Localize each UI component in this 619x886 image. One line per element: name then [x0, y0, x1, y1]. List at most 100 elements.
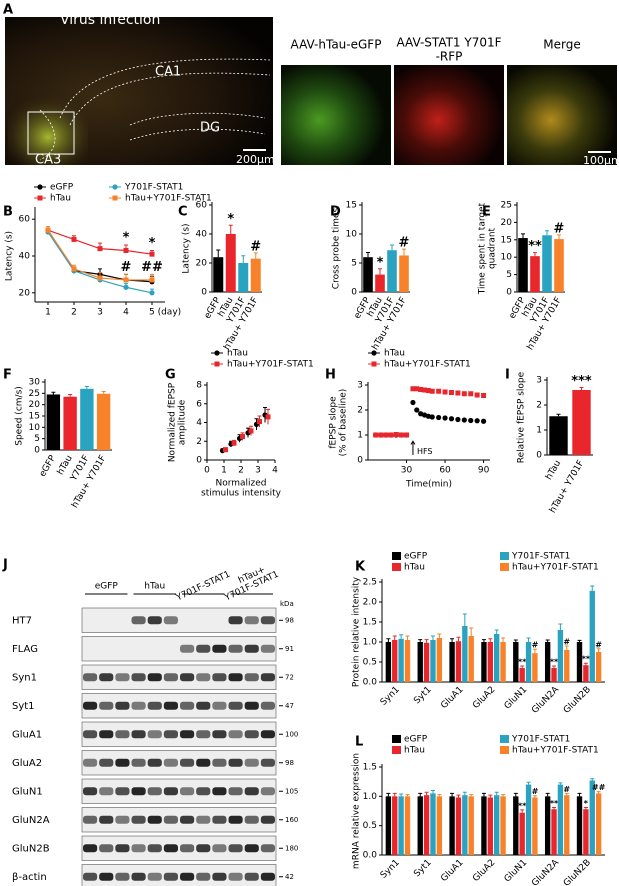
- point: [468, 417, 474, 424]
- bar: [557, 630, 564, 682]
- error-bar: [402, 248, 406, 256]
- significance: #: [532, 641, 539, 650]
- blot-frame: [81, 693, 277, 719]
- bar: [449, 642, 455, 682]
- bar: [462, 626, 468, 682]
- band: [99, 844, 114, 853]
- error-bar: [399, 793, 404, 797]
- series-line: [47, 231, 153, 294]
- bar: [392, 640, 398, 682]
- point: [474, 392, 480, 398]
- error-bar: [583, 662, 588, 666]
- band: [83, 872, 98, 881]
- band: [163, 872, 178, 881]
- error-bar: [424, 639, 429, 643]
- point: [123, 284, 129, 290]
- point: [410, 386, 416, 392]
- x-tick-label: 1: [45, 308, 51, 318]
- legend-label: Y701F-STAT1: [124, 183, 183, 193]
- legend-label: hTau: [404, 746, 425, 756]
- group-label: eGFP: [95, 582, 119, 592]
- error-bar: [399, 634, 404, 639]
- bar: [387, 250, 397, 292]
- significance: *: [227, 212, 234, 227]
- band: [228, 701, 243, 710]
- point: [422, 387, 428, 393]
- point: [373, 432, 379, 438]
- error-bar: [390, 244, 394, 251]
- point: [149, 290, 155, 296]
- panel-label: H: [325, 368, 336, 383]
- band: [212, 758, 227, 767]
- panel-label: G: [165, 368, 176, 383]
- significance: *: [149, 236, 156, 251]
- band: [99, 701, 114, 710]
- bar: [398, 638, 404, 682]
- error-bar: [552, 665, 557, 668]
- bar: [399, 255, 409, 292]
- band: [260, 673, 275, 682]
- error-bar: [241, 255, 246, 263]
- error-bar: [526, 781, 531, 785]
- error-bar: [513, 639, 518, 642]
- legend-swatch: [500, 563, 509, 571]
- panel-label: L: [355, 735, 363, 750]
- band: [196, 730, 211, 739]
- inset-box: [27, 111, 75, 155]
- blot-frame: [81, 835, 277, 861]
- legend-label: hTau: [404, 563, 425, 573]
- error-bar: [564, 645, 569, 650]
- band: [196, 872, 211, 881]
- bar: [589, 590, 595, 682]
- significance: **: [582, 655, 591, 664]
- legend-label: hTau+Y701F-STAT1: [512, 746, 599, 756]
- point: [436, 414, 442, 421]
- point: [429, 388, 435, 394]
- bar: [213, 257, 224, 292]
- significance: **: [518, 801, 527, 810]
- y-tick-label: 2: [196, 437, 202, 447]
- bar: [363, 257, 373, 292]
- y-tick-label: 20: [19, 288, 31, 298]
- protein-label: HT7: [12, 615, 32, 626]
- y-tick-label: 1.0: [363, 792, 378, 802]
- x-tick-label: 2: [238, 466, 244, 476]
- error-bar: [556, 413, 561, 417]
- band: [196, 758, 211, 767]
- panel-label: B: [3, 205, 13, 220]
- y-tick-label: 3: [536, 376, 542, 386]
- legend-swatch: [392, 735, 401, 743]
- y-tick-label: 2.0: [363, 598, 378, 608]
- bar: [551, 668, 557, 682]
- error-bar: [590, 778, 595, 781]
- y-axis-label: amplitude: [178, 399, 188, 445]
- point: [410, 399, 416, 406]
- y-tick-label: 25: [501, 201, 512, 211]
- point: [461, 417, 467, 423]
- point: [378, 432, 384, 438]
- x-axis-label: stimulus intensity: [201, 489, 282, 499]
- y-tick-label: 0.0: [363, 851, 378, 861]
- unit-label: kDa: [280, 600, 294, 608]
- error-bar: [520, 665, 525, 668]
- y-tick-label: 1.5: [363, 618, 377, 628]
- bar: [430, 793, 436, 855]
- x-tick-label: GluA1: [439, 685, 465, 711]
- point: [257, 419, 262, 425]
- bar: [551, 809, 557, 855]
- kda-label: 98: [285, 616, 294, 624]
- error-bar: [481, 792, 486, 797]
- y-tick-label: 5: [34, 434, 40, 444]
- band: [131, 872, 146, 881]
- error-bar: [494, 791, 499, 796]
- protein-label: Syt1: [12, 701, 35, 712]
- protein-label: GluN2A: [12, 815, 50, 826]
- scale-label: 200μm: [236, 153, 275, 166]
- protein-label: GluA1: [12, 729, 42, 740]
- band: [131, 758, 146, 767]
- x-tick-label: GluN1: [503, 685, 530, 712]
- legend-label: eGFP: [404, 735, 428, 745]
- y-tick-label: 15: [346, 201, 357, 211]
- ca3-signal: [8, 95, 88, 165]
- panel-a: A Virus infection CA1 DG CA3 200μm AAV-h…: [3, 3, 619, 168]
